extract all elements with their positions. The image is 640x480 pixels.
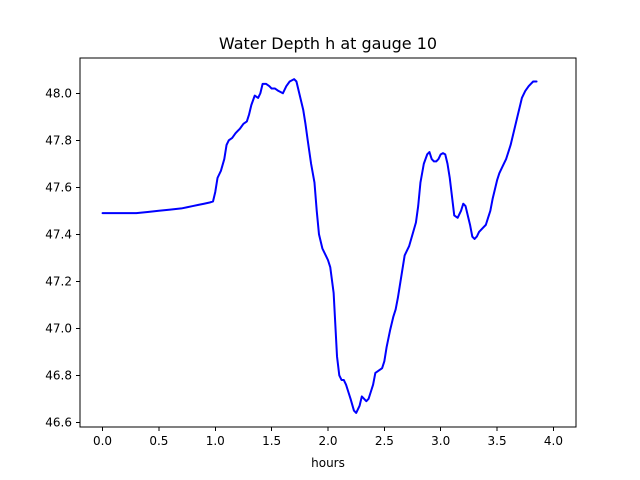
y-tick-label: 47.2	[45, 274, 72, 288]
y-axis: 46.6 46.8 47.0 47.2 47.4 47.6 47.8 48.0	[45, 86, 80, 429]
chart-title: Water Depth h at gauge 10	[219, 34, 437, 53]
x-tick-label: 4.0	[544, 434, 563, 448]
y-tick-label: 46.8	[45, 368, 72, 382]
x-tick-label: 1.0	[206, 434, 225, 448]
x-tick-label: 3.0	[431, 434, 450, 448]
x-tick-label: 3.5	[488, 434, 507, 448]
y-tick-label: 48.0	[45, 86, 72, 100]
y-tick-label: 47.6	[45, 180, 72, 194]
y-tick-label: 46.6	[45, 415, 72, 429]
plot-series	[101, 78, 538, 414]
x-tick-label: 0.5	[149, 434, 168, 448]
x-tick-label: 1.5	[262, 434, 281, 448]
y-tick-label: 47.0	[45, 321, 72, 335]
x-tick-label: 2.5	[375, 434, 394, 448]
x-axis: 0.0 0.5 1.0 1.5 2.0 2.5 3.0 3.5 4.0	[93, 427, 563, 448]
x-tick-label: 0.0	[93, 434, 112, 448]
y-tick-label: 47.4	[45, 227, 72, 241]
x-tick-label: 2.0	[318, 434, 337, 448]
y-tick-label: 47.8	[45, 133, 72, 147]
x-axis-label: hours	[311, 456, 345, 470]
water-depth-line	[101, 78, 538, 414]
plot-frame	[79, 57, 577, 428]
